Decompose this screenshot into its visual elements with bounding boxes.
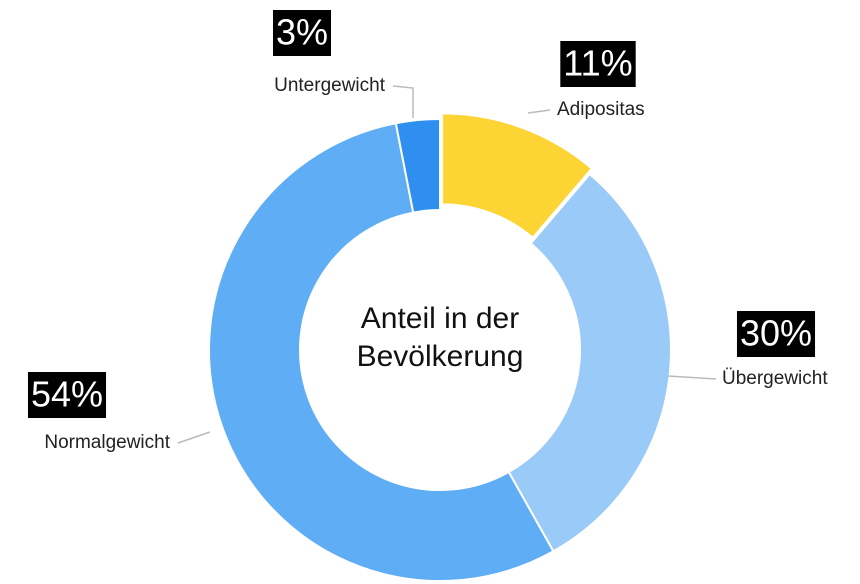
donut-segment <box>441 112 594 240</box>
value-label-box <box>272 10 332 56</box>
value-label: 3% <box>276 12 328 53</box>
leader-line <box>527 109 551 114</box>
leader-line <box>177 431 211 444</box>
donut-segment <box>507 172 672 553</box>
leader-line <box>667 375 717 380</box>
category-label: Übergewicht <box>722 368 828 389</box>
value-label: 54% <box>31 374 103 415</box>
value-label: 11% <box>563 43 632 84</box>
value-label-box <box>27 372 107 418</box>
value-label-box <box>736 311 816 357</box>
category-label: Untergewicht <box>274 75 386 96</box>
value-label: 30% <box>740 313 812 354</box>
donut-segment <box>394 117 441 214</box>
leader-line <box>392 85 414 118</box>
donut-segment <box>208 122 555 582</box>
category-label: Normalgewicht <box>44 432 170 453</box>
category-label: Adipositas <box>557 99 645 120</box>
value-label-box <box>560 41 636 87</box>
center-label: Anteil in der Bevölkerung <box>356 302 524 373</box>
